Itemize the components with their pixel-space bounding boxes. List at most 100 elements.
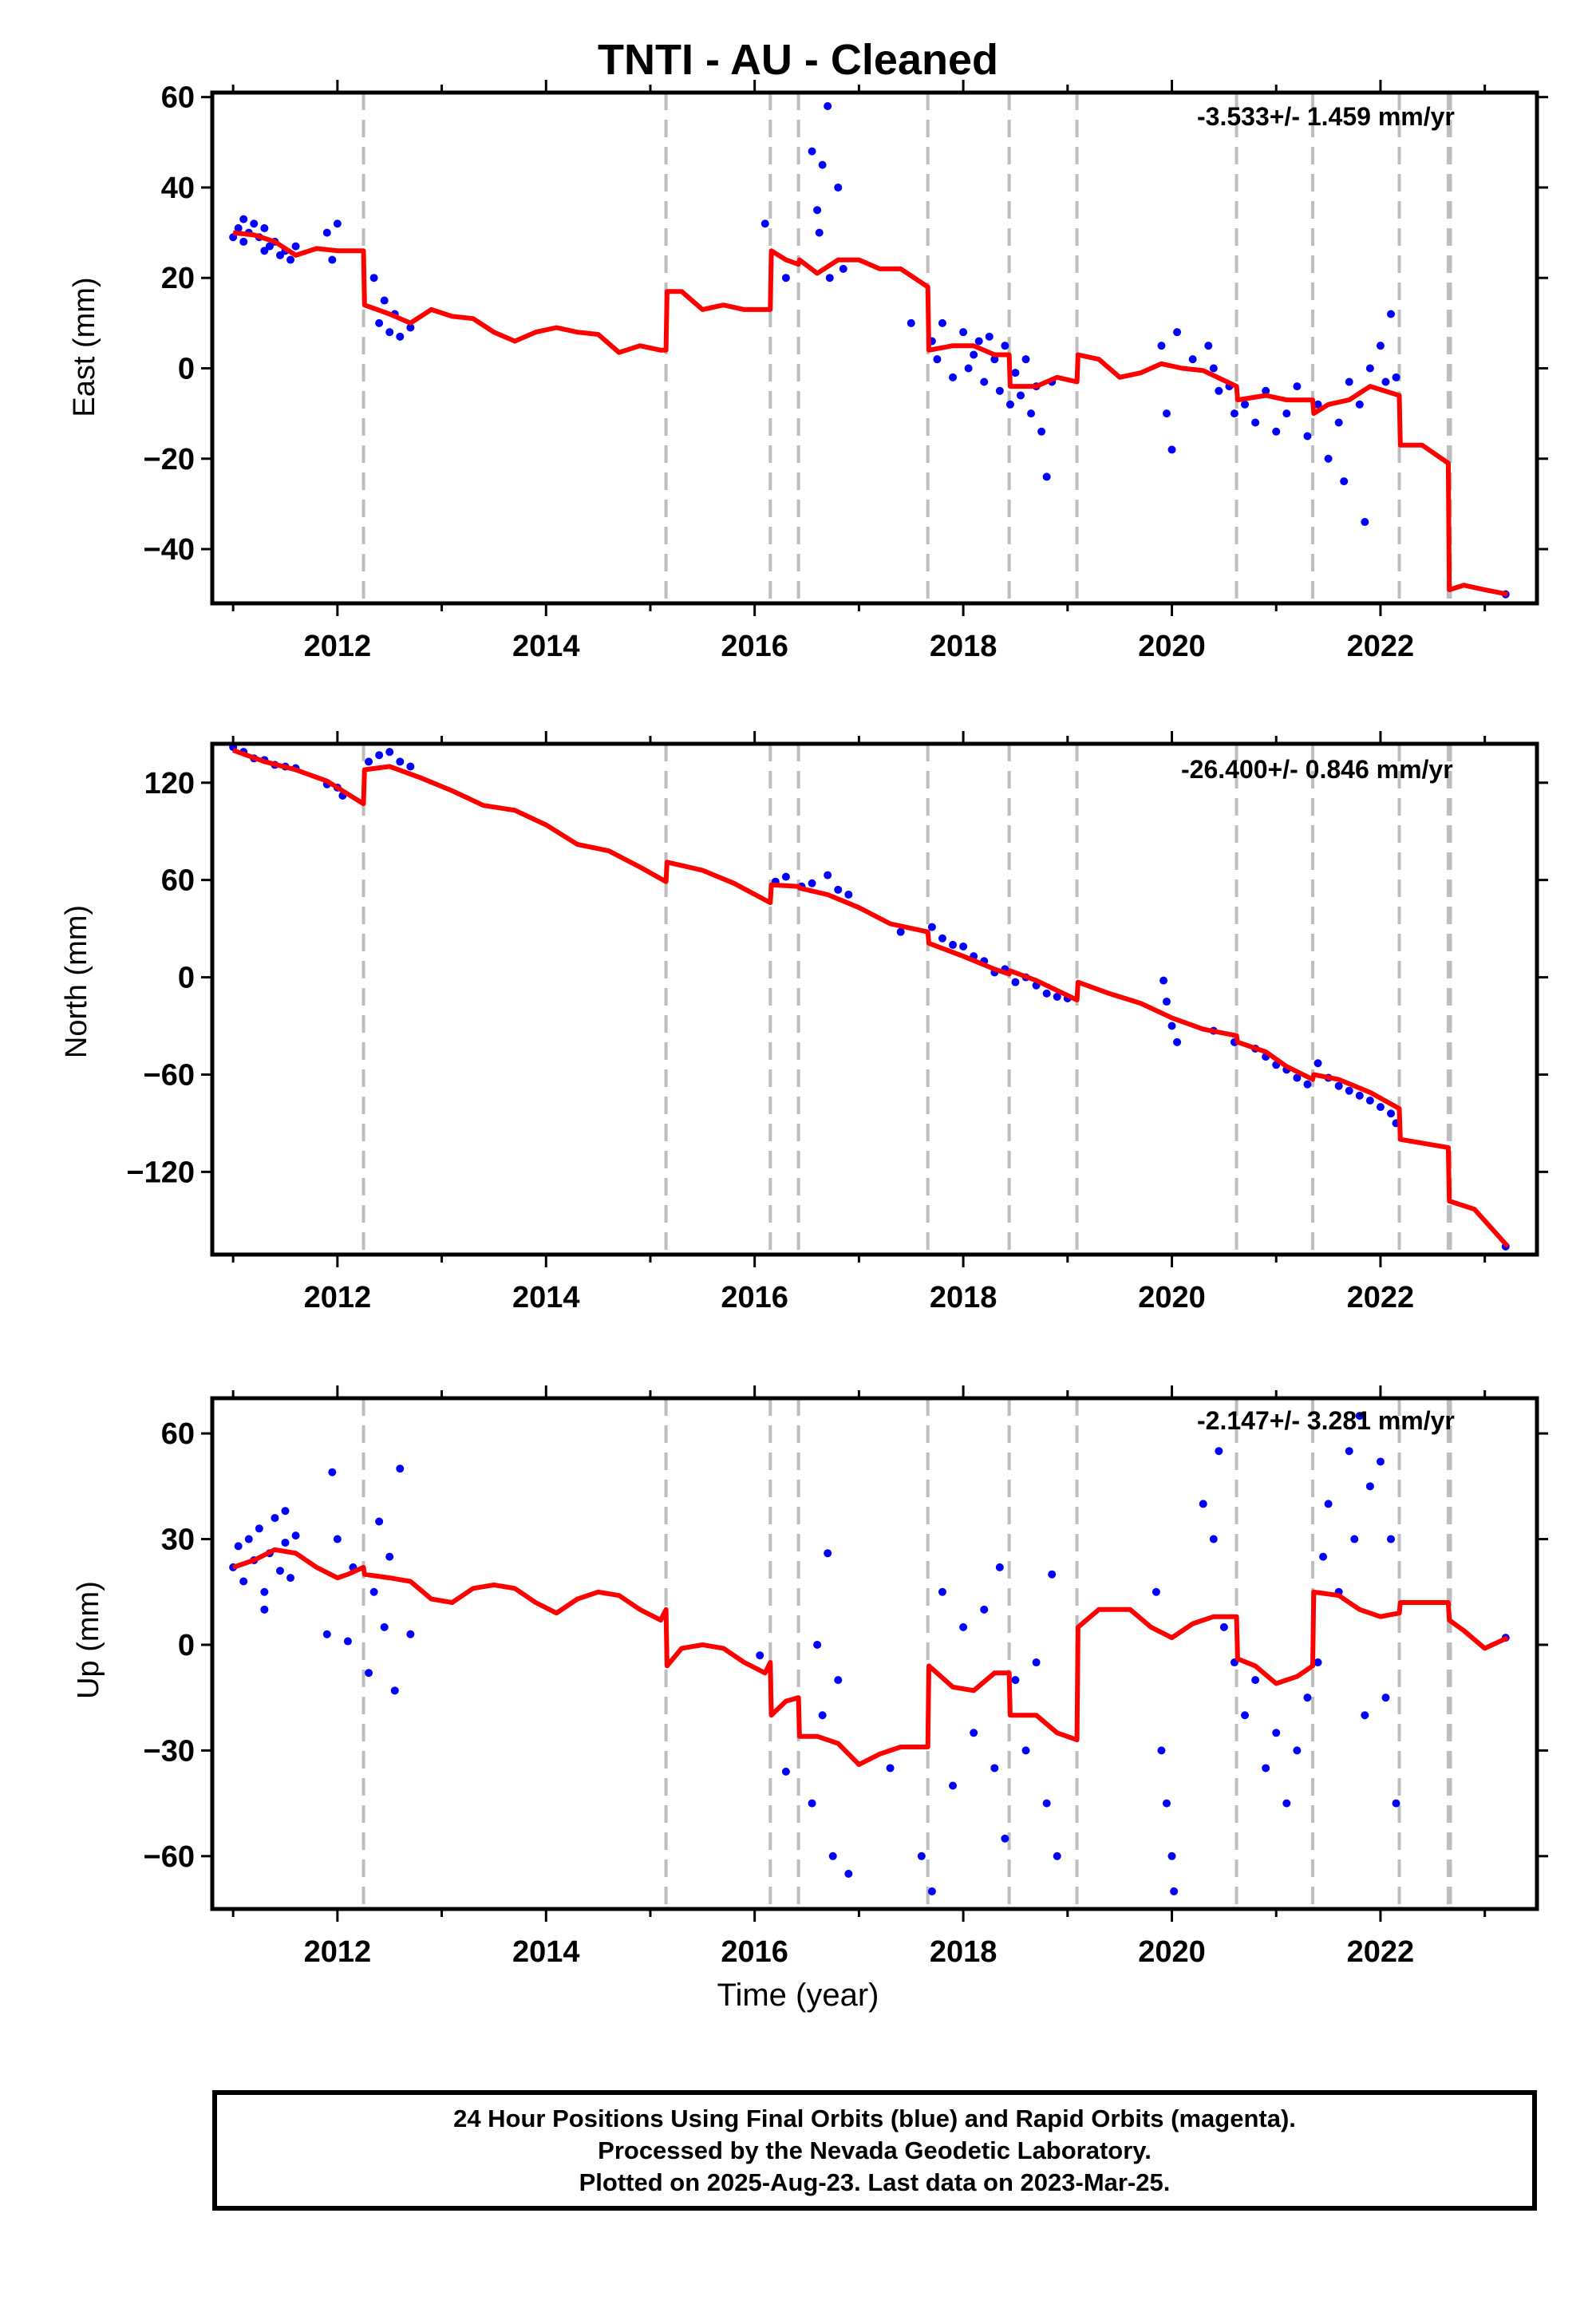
north-data-point <box>1365 1096 1374 1105</box>
east-y-tick-label: 20 <box>161 262 195 295</box>
east-data-point <box>1011 369 1020 377</box>
up-data-point <box>1170 1887 1179 1895</box>
east-data-point <box>1381 377 1390 386</box>
east-x-tick-label: 2012 <box>304 630 372 663</box>
up-data-point <box>1021 1746 1030 1755</box>
up-x-tick-label: 2012 <box>304 1935 372 1969</box>
up-panel: −60 −30 0 30 60 2012 2014 2016 2018 2020 2022 Up (… <box>72 1385 1548 1969</box>
up-data-point <box>239 1577 248 1586</box>
up-data-point <box>1042 1799 1051 1808</box>
up-data-point <box>1048 1570 1057 1579</box>
up-data-point <box>970 1729 978 1737</box>
east-y-tick-label: −20 <box>144 443 195 476</box>
east-data-point <box>1293 382 1302 391</box>
north-model-line <box>232 748 1510 1248</box>
up-data-point <box>808 1799 816 1808</box>
up-x-tick-label: 2018 <box>930 1935 998 1969</box>
up-data-point <box>406 1630 415 1638</box>
east-x-tick-label: 2022 <box>1347 630 1415 663</box>
up-y-tick-label: 60 <box>161 1417 195 1451</box>
east-data-point <box>839 264 847 273</box>
east-data-point <box>1230 409 1238 418</box>
up-data-point <box>756 1651 764 1660</box>
up-data-point <box>1319 1552 1328 1561</box>
east-data-point <box>1167 445 1176 454</box>
up-x-tick-label: 2016 <box>721 1935 788 1969</box>
up-data-point <box>234 1542 243 1551</box>
north-data-point <box>834 885 843 894</box>
north-x-tick-label: 2018 <box>930 1281 998 1314</box>
up-data-point <box>1199 1500 1207 1508</box>
up-data-point <box>1053 1852 1061 1860</box>
east-data-point <box>824 101 832 110</box>
east-data-point <box>328 255 337 264</box>
east-data-point <box>1188 355 1197 364</box>
east-y-tick-label: 60 <box>161 81 195 115</box>
north-data-point <box>1345 1086 1353 1095</box>
north-data-point <box>375 751 384 760</box>
x-axis-label: Time (year) <box>717 1978 879 2013</box>
up-data-point <box>291 1531 300 1540</box>
north-x-tick-label: 2014 <box>512 1281 580 1314</box>
up-data-point <box>1365 1482 1374 1491</box>
east-y-tick-label: 40 <box>161 172 195 205</box>
north-data-point <box>1162 998 1171 1006</box>
up-data-point <box>1293 1746 1302 1755</box>
east-data-point <box>1157 342 1166 350</box>
east-data-point <box>1334 418 1343 427</box>
up-data-point <box>1262 1764 1270 1773</box>
east-data-point <box>250 219 259 228</box>
east-data-point <box>1016 391 1025 400</box>
east-data-point <box>1215 386 1223 395</box>
east-data-point <box>265 242 274 251</box>
up-rate-label: -2.147+/- 3.281 mm/yr <box>1197 1406 1455 1435</box>
north-data-point <box>959 942 968 951</box>
north-plot-frame <box>210 741 1539 1257</box>
east-data-point <box>333 219 342 228</box>
east-y-tick-label: −40 <box>144 533 195 567</box>
up-data-point <box>980 1605 989 1614</box>
up-x-tick-label: 2014 <box>512 1935 580 1969</box>
east-x-tick-label: 2018 <box>930 630 998 663</box>
east-data-point <box>1387 310 1396 318</box>
up-data-point <box>380 1622 389 1631</box>
north-data-point <box>896 927 905 936</box>
up-data-point <box>369 1587 378 1596</box>
north-x-tick-label: 2012 <box>304 1281 372 1314</box>
up-data-point <box>390 1686 399 1695</box>
north-y-tick-label: −120 <box>126 1156 195 1189</box>
up-data-point <box>1303 1694 1312 1702</box>
up-data-point <box>260 1605 269 1614</box>
east-data-point <box>1037 427 1046 436</box>
up-data-point <box>260 1587 269 1596</box>
up-data-point <box>1219 1622 1228 1631</box>
east-data-point <box>275 251 284 259</box>
up-data-point <box>1157 1746 1166 1755</box>
north-data-point <box>396 757 405 766</box>
east-data-point <box>260 223 269 232</box>
north-data-point <box>808 879 816 887</box>
up-data-point <box>1167 1852 1176 1860</box>
up-data-point <box>927 1887 936 1895</box>
up-data-point <box>1376 1457 1385 1466</box>
east-data-point <box>380 296 389 305</box>
north-data-point <box>1042 989 1051 998</box>
up-data-point <box>1387 1535 1396 1543</box>
north-data-point <box>938 934 946 943</box>
up-data-point <box>281 1507 290 1516</box>
north-y-tick-label: 60 <box>161 864 195 898</box>
east-data-point <box>1365 364 1374 373</box>
east-data-point <box>1282 409 1291 418</box>
east-data-point <box>239 237 248 246</box>
north-data-point <box>1159 976 1168 985</box>
east-data-point <box>980 377 989 386</box>
east-x-tick-label: 2016 <box>721 630 788 663</box>
east-x-tick-label: 2014 <box>512 630 580 663</box>
up-data-point <box>938 1587 946 1596</box>
north-data-point <box>1167 1022 1176 1030</box>
up-data-point <box>1152 1587 1160 1596</box>
east-data-point <box>834 183 843 192</box>
north-rate-label: -26.400+/- 0.846 mm/yr <box>1181 755 1453 784</box>
north-data-point <box>385 748 394 757</box>
east-data-point <box>1314 400 1322 409</box>
